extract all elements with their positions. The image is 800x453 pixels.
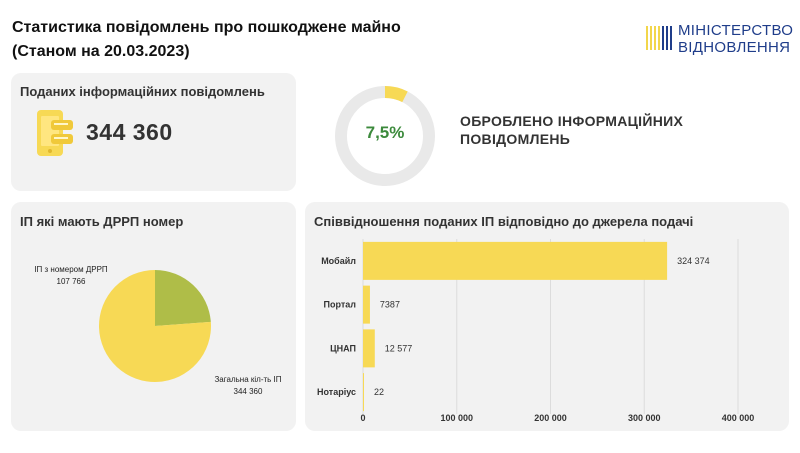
ministry-logo-icon [646,26,672,50]
drrp-pie-title: ІП які мають ДРРП номер [20,214,184,229]
submitted-reports-card: Поданих інформаційних повідомлень 344 36… [11,73,296,191]
category-label: Портал [324,300,357,310]
pie-label-drrp: ІП з номером ДРРП 107 766 [23,264,119,288]
category-label: Нотаріус [317,387,356,397]
processed-donut-chart [335,86,435,186]
category-label: Мобайл [321,256,356,266]
x-tick-label: 100 000 [440,413,473,423]
x-tick-label: 200 000 [534,413,567,423]
pie-slice-1 [99,270,211,382]
bar-value-label: 324 374 [677,256,710,266]
drrp-pie-chart [99,270,211,382]
logo-line-2: ВІДНОВЛЕННЯ [678,39,791,56]
pie-label-total: Загальна кіл-ть ІП 344 360 [200,374,296,398]
drrp-pie-card: ІП які мають ДРРП номер ІП з номером ДРР… [11,202,296,431]
bar-3 [363,373,364,412]
ministry-logo-text: МІНІСТЕРСТВО ВІДНОВЛЕННЯ [678,22,793,56]
donut-progress-arc [335,86,435,186]
pie-label-drrp-name: ІП з номером ДРРП [34,265,108,274]
source-bar-card: Співвідношення поданих ІП відповідно до … [305,202,789,431]
bar-value-label: 12 577 [385,343,413,353]
pie-slice-0 [155,270,211,326]
logo-line-1: МІНІСТЕРСТВО [678,22,794,39]
x-tick-label: 300 000 [628,413,661,423]
bar-value-label: 7387 [380,300,400,310]
source-bar-title: Співвідношення поданих ІП відповідно до … [314,214,694,229]
x-tick-label: 400 000 [722,413,755,423]
bar-2 [363,329,375,368]
category-label: ЦНАП [330,343,356,353]
processed-label-line-1: ОБРОБЛЕНО ІНФОРМАЦІЙНИХ [460,113,684,129]
pie-label-total-name: Загальна кіл-ть ІП [214,375,282,384]
submitted-reports-value: 344 360 [86,119,173,145]
bar-1 [363,285,370,324]
page-title: Статистика повідомлень про пошкоджене ма… [12,19,401,36]
ministry-logo: МІНІСТЕРСТВО ВІДНОВЛЕННЯ [646,20,796,62]
page-subtitle-date: (Станом на 20.03.2023) [12,43,190,60]
processed-label: ОБРОБЛЕНО ІНФОРМАЦІЙНИХ ПОВІДОМЛЕНЬ [460,112,683,148]
processed-percent: 7,5% [365,123,405,142]
pie-label-total-value: 344 360 [233,387,263,396]
page-header: Статистика повідомлень про пошкоджене ма… [12,16,401,64]
processed-label-line-2: ПОВІДОМЛЕНЬ [460,131,571,147]
pie-label-drrp-value: 107 766 [56,277,86,286]
bar-0 [363,241,668,280]
phone-icon [37,110,73,156]
source-bar-chart: 0 100 000 200 000 300 000 400 000 Мобайл 324 3… [317,239,755,423]
bar-value-label: 22 [374,387,384,397]
submitted-reports-title: Поданих інформаційних повідомлень [20,84,265,99]
x-tick-label: 0 [360,413,365,423]
